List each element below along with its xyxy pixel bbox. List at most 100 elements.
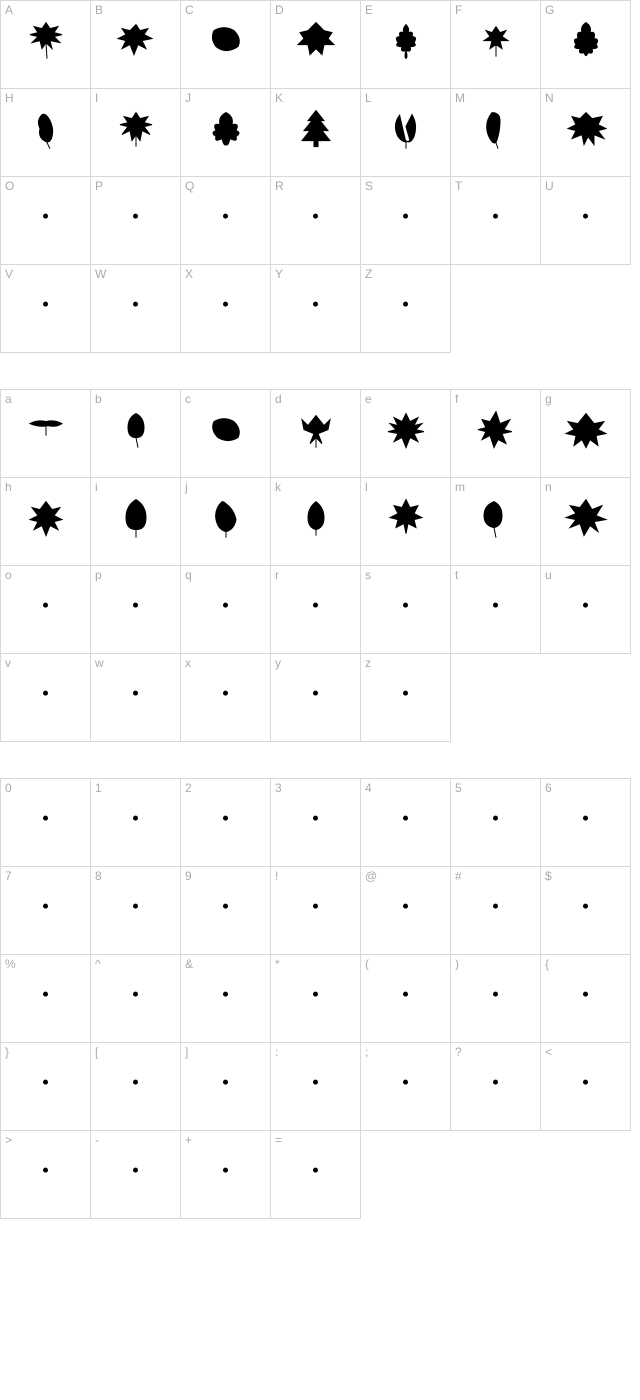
cell-label: C bbox=[185, 3, 194, 17]
cell-label: ; bbox=[365, 1045, 368, 1059]
glyph-dot bbox=[294, 884, 338, 928]
cell: F bbox=[451, 1, 541, 89]
cell: l bbox=[361, 478, 451, 566]
cell-label: ) bbox=[455, 957, 459, 971]
glyph-dot bbox=[384, 972, 428, 1016]
cell-label: 7 bbox=[5, 869, 12, 883]
dot-icon bbox=[43, 816, 48, 821]
section-lowercase: abcdefghijklmnopqrstuvwxyz bbox=[0, 389, 640, 742]
dot-icon bbox=[313, 603, 318, 608]
glyph-dot bbox=[204, 583, 248, 627]
glyph-dot bbox=[114, 884, 158, 928]
cell-label: P bbox=[95, 179, 103, 193]
cell: g bbox=[541, 390, 631, 478]
cell: e bbox=[361, 390, 451, 478]
glyph-dot bbox=[294, 796, 338, 840]
glyph-leaf2 bbox=[114, 18, 158, 62]
leaf4-icon bbox=[294, 18, 338, 62]
cell: X bbox=[181, 265, 271, 353]
cell: 9 bbox=[181, 867, 271, 955]
dot-icon bbox=[403, 816, 408, 821]
dot-icon bbox=[493, 992, 498, 997]
cell-label: W bbox=[95, 267, 106, 281]
dot-icon bbox=[43, 1080, 48, 1085]
dot-icon bbox=[133, 1080, 138, 1085]
glyph-dot bbox=[114, 796, 158, 840]
dot-icon bbox=[313, 992, 318, 997]
dot-icon bbox=[493, 904, 498, 909]
glyph-dot bbox=[114, 972, 158, 1016]
cell-label: : bbox=[275, 1045, 278, 1059]
cell: V bbox=[1, 265, 91, 353]
cell: o bbox=[1, 566, 91, 654]
cell: 1 bbox=[91, 779, 181, 867]
cell: U bbox=[541, 177, 631, 265]
cell bbox=[451, 654, 541, 742]
dot-icon bbox=[313, 214, 318, 219]
cell-label: g bbox=[545, 392, 552, 406]
cell-label: u bbox=[545, 568, 552, 582]
glyph-dot bbox=[294, 583, 338, 627]
dot-icon bbox=[43, 1168, 48, 1173]
leaf27-icon bbox=[564, 495, 608, 539]
cell-label: X bbox=[185, 267, 193, 281]
glyph-dot bbox=[294, 1060, 338, 1104]
dot-icon bbox=[223, 816, 228, 821]
character-map: ABCDEFGHIJKLMNOPQRSTUVWXYZabcdefghijklmn… bbox=[0, 0, 640, 1219]
glyph-dot bbox=[564, 972, 608, 1016]
dot-icon bbox=[133, 603, 138, 608]
cell: k bbox=[271, 478, 361, 566]
leaf12-icon bbox=[474, 106, 518, 150]
cell: b bbox=[91, 390, 181, 478]
dot-icon bbox=[493, 1080, 498, 1085]
grid-symbols: 0123456789!@#$%^&*(){}[]:;?<>-+= bbox=[0, 778, 631, 1219]
cell-label: I bbox=[95, 91, 98, 105]
cell: s bbox=[361, 566, 451, 654]
cell: 0 bbox=[1, 779, 91, 867]
leaf2-icon bbox=[114, 18, 158, 62]
cell-label: < bbox=[545, 1045, 552, 1059]
cell: j bbox=[181, 478, 271, 566]
glyph-leaf12 bbox=[474, 106, 518, 150]
dot-icon bbox=[583, 992, 588, 997]
dot-icon bbox=[583, 1080, 588, 1085]
dot-icon bbox=[133, 992, 138, 997]
glyph-dot bbox=[384, 583, 428, 627]
dot-icon bbox=[133, 904, 138, 909]
cell-label: = bbox=[275, 1133, 282, 1147]
dot-icon bbox=[403, 1080, 408, 1085]
glyph-dot bbox=[114, 1060, 158, 1104]
glyph-leaf24 bbox=[294, 495, 338, 539]
cell bbox=[451, 265, 541, 353]
cell-label: L bbox=[365, 91, 372, 105]
cell: i bbox=[91, 478, 181, 566]
dot-icon bbox=[223, 904, 228, 909]
cell: I bbox=[91, 89, 181, 177]
cell-label: t bbox=[455, 568, 458, 582]
cell-label: ] bbox=[185, 1045, 188, 1059]
cell-label: 6 bbox=[545, 781, 552, 795]
dot-icon bbox=[313, 1168, 318, 1173]
glyph-dot bbox=[474, 884, 518, 928]
cell: D bbox=[271, 1, 361, 89]
cell: [ bbox=[91, 1043, 181, 1131]
cell-label: U bbox=[545, 179, 554, 193]
glyph-leaf18 bbox=[384, 407, 428, 451]
glyph-leaf4 bbox=[294, 18, 338, 62]
dot-icon bbox=[133, 1168, 138, 1173]
cell: E bbox=[361, 1, 451, 89]
glyph-dot bbox=[204, 194, 248, 238]
grid-lowercase: abcdefghijklmnopqrstuvwxyz bbox=[0, 389, 631, 742]
glyph-dot bbox=[204, 1060, 248, 1104]
cell: * bbox=[271, 955, 361, 1043]
glyph-dot bbox=[384, 671, 428, 715]
cell: L bbox=[361, 89, 451, 177]
cell-label: Z bbox=[365, 267, 372, 281]
cell: > bbox=[1, 1131, 91, 1219]
glyph-dot bbox=[24, 194, 68, 238]
cell: { bbox=[541, 955, 631, 1043]
cell-label: w bbox=[95, 656, 104, 670]
cell: ) bbox=[451, 955, 541, 1043]
cell-label: Q bbox=[185, 179, 194, 193]
glyph-leaf27 bbox=[564, 495, 608, 539]
